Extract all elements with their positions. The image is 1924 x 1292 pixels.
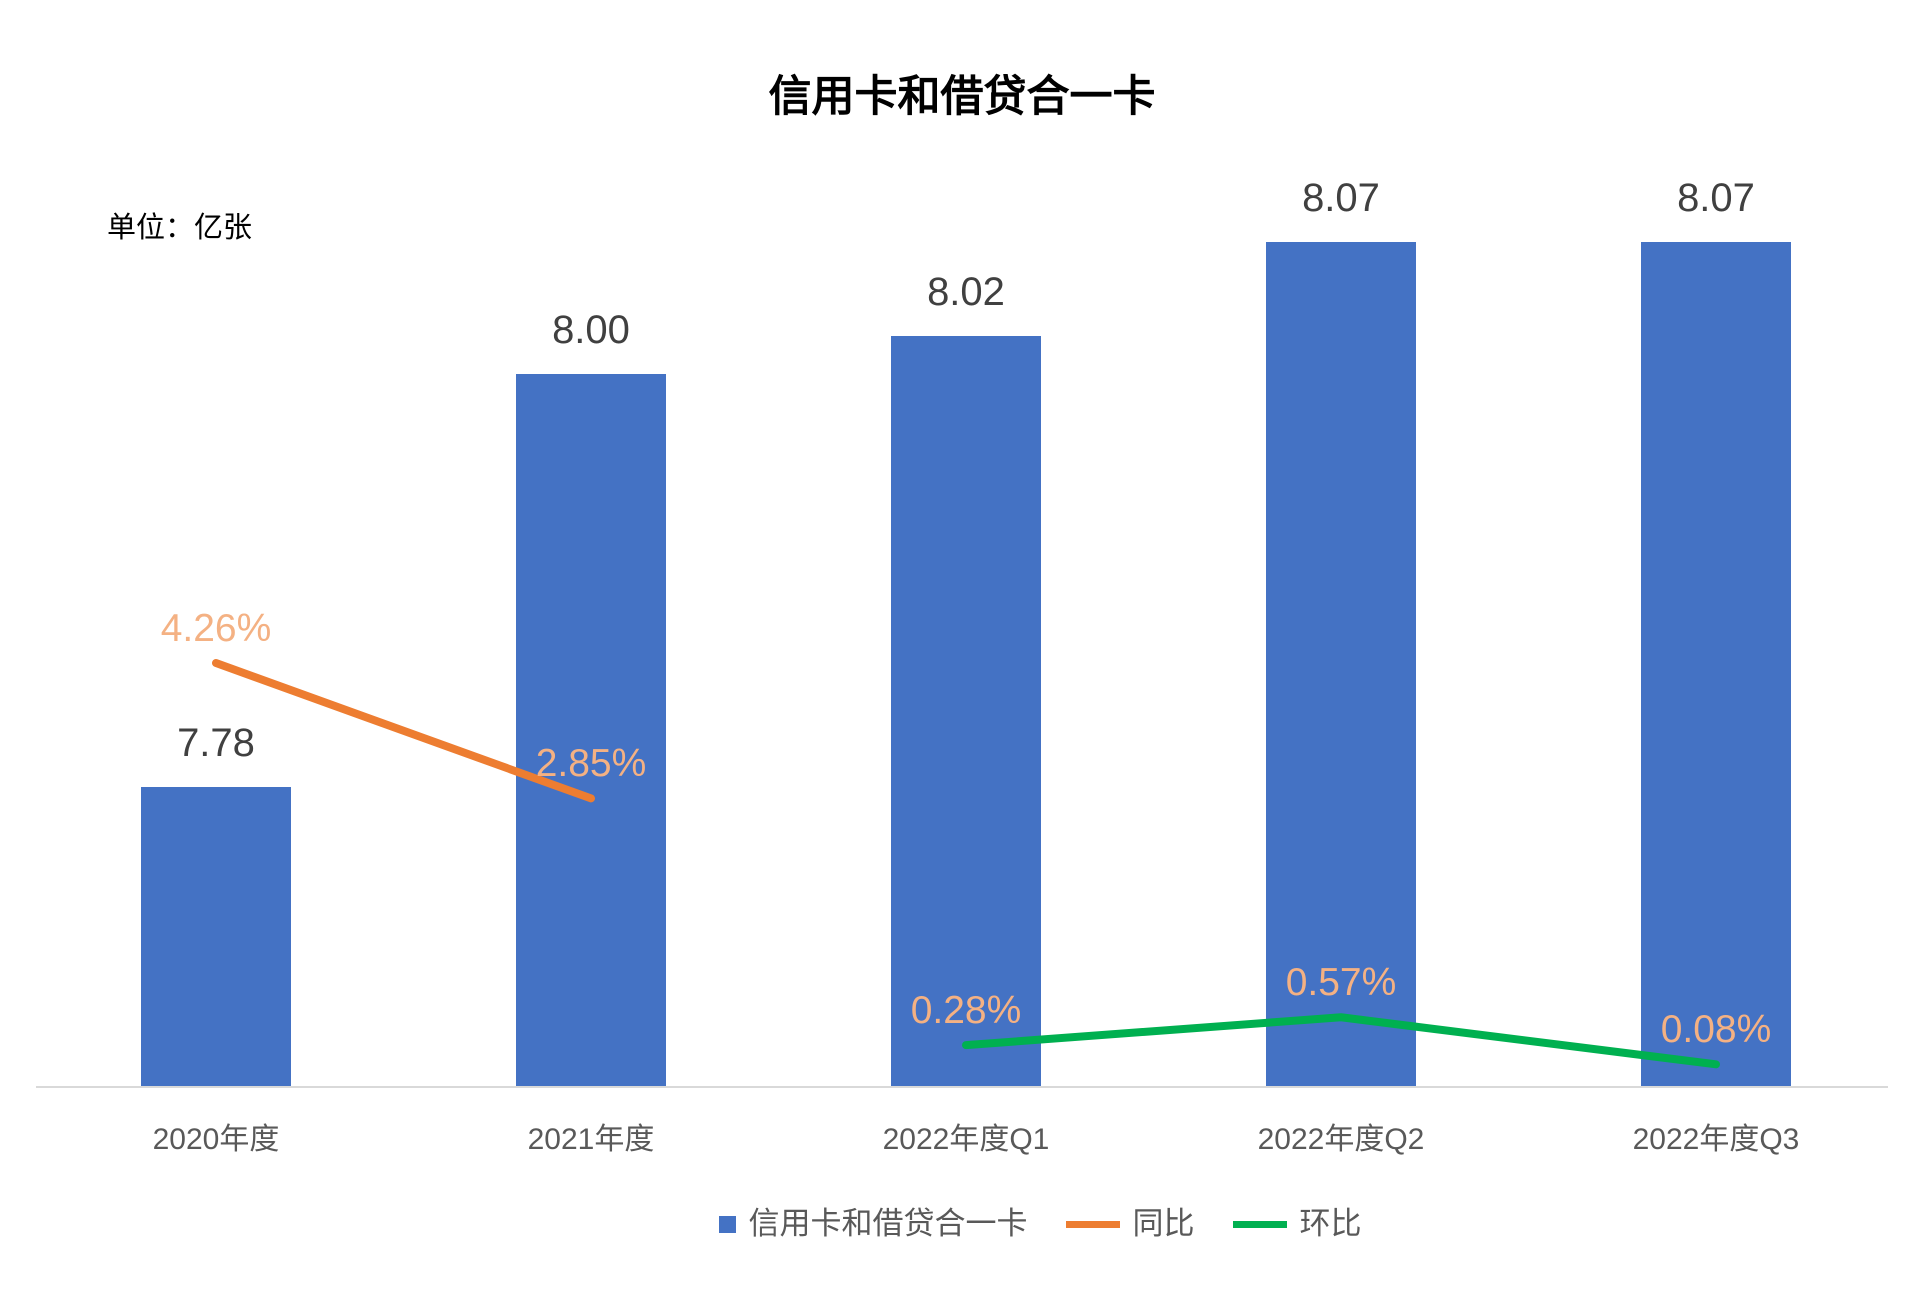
legend-square-marker [718, 1215, 736, 1233]
x-axis-label-2021: 2021年度 [527, 1123, 655, 1156]
legend-entry-yoy: 同比 [1065, 1206, 1195, 1242]
pct-label-2022q2: 0.57% [1285, 961, 1397, 1005]
legend-label-mom: 环比 [1299, 1206, 1362, 1241]
x-axis-label-2022q3: 2022年度Q3 [1632, 1123, 1800, 1156]
x-axis-label-2022q1: 2022年度Q1 [882, 1123, 1050, 1156]
bar-value-label-2022q3: 8.07 [1677, 176, 1755, 220]
x-axis-line [36, 1086, 1888, 1088]
pct-label-2022q3: 0.08% [1660, 1008, 1772, 1052]
legend-label-yoy: 同比 [1132, 1206, 1195, 1241]
bar-2022q2 [1266, 242, 1416, 1088]
x-axis-label-2020: 2020年度 [152, 1123, 280, 1156]
chart-title: 信用卡和借贷合一卡 [768, 73, 1156, 121]
bar-2021 [516, 373, 666, 1088]
bar-2022q3 [1641, 242, 1791, 1088]
legend-entry-mom: 环比 [1232, 1206, 1362, 1242]
unit-label: 单位：亿张 [107, 212, 253, 244]
pct-label-2020: 4.26% [160, 607, 272, 651]
bar-value-label-2021: 8.00 [552, 307, 630, 352]
legend-yoy-line-marker [1065, 1220, 1120, 1228]
bar-value-label-2022q2: 8.07 [1302, 176, 1380, 220]
bar-value-label-2022q1: 8.02 [927, 270, 1005, 314]
legend-mom-line-marker [1232, 1220, 1287, 1228]
pct-label-2022q1: 0.28% [910, 989, 1022, 1033]
legend-entry-bar-series: 信用卡和借贷合一卡 [718, 1206, 1028, 1242]
bar-value-label-2020: 7.78 [177, 721, 255, 766]
x-axis-label-2022q2: 2022年度Q2 [1257, 1123, 1425, 1156]
bar-2022q1 [891, 336, 1041, 1088]
bar-2020 [141, 787, 291, 1088]
legend: 信用卡和借贷合一卡 同比 环比 [78, 1206, 1924, 1242]
legend-label-bar-series: 信用卡和借贷合一卡 [748, 1206, 1028, 1241]
pct-label-2021: 2.85% [535, 742, 647, 786]
